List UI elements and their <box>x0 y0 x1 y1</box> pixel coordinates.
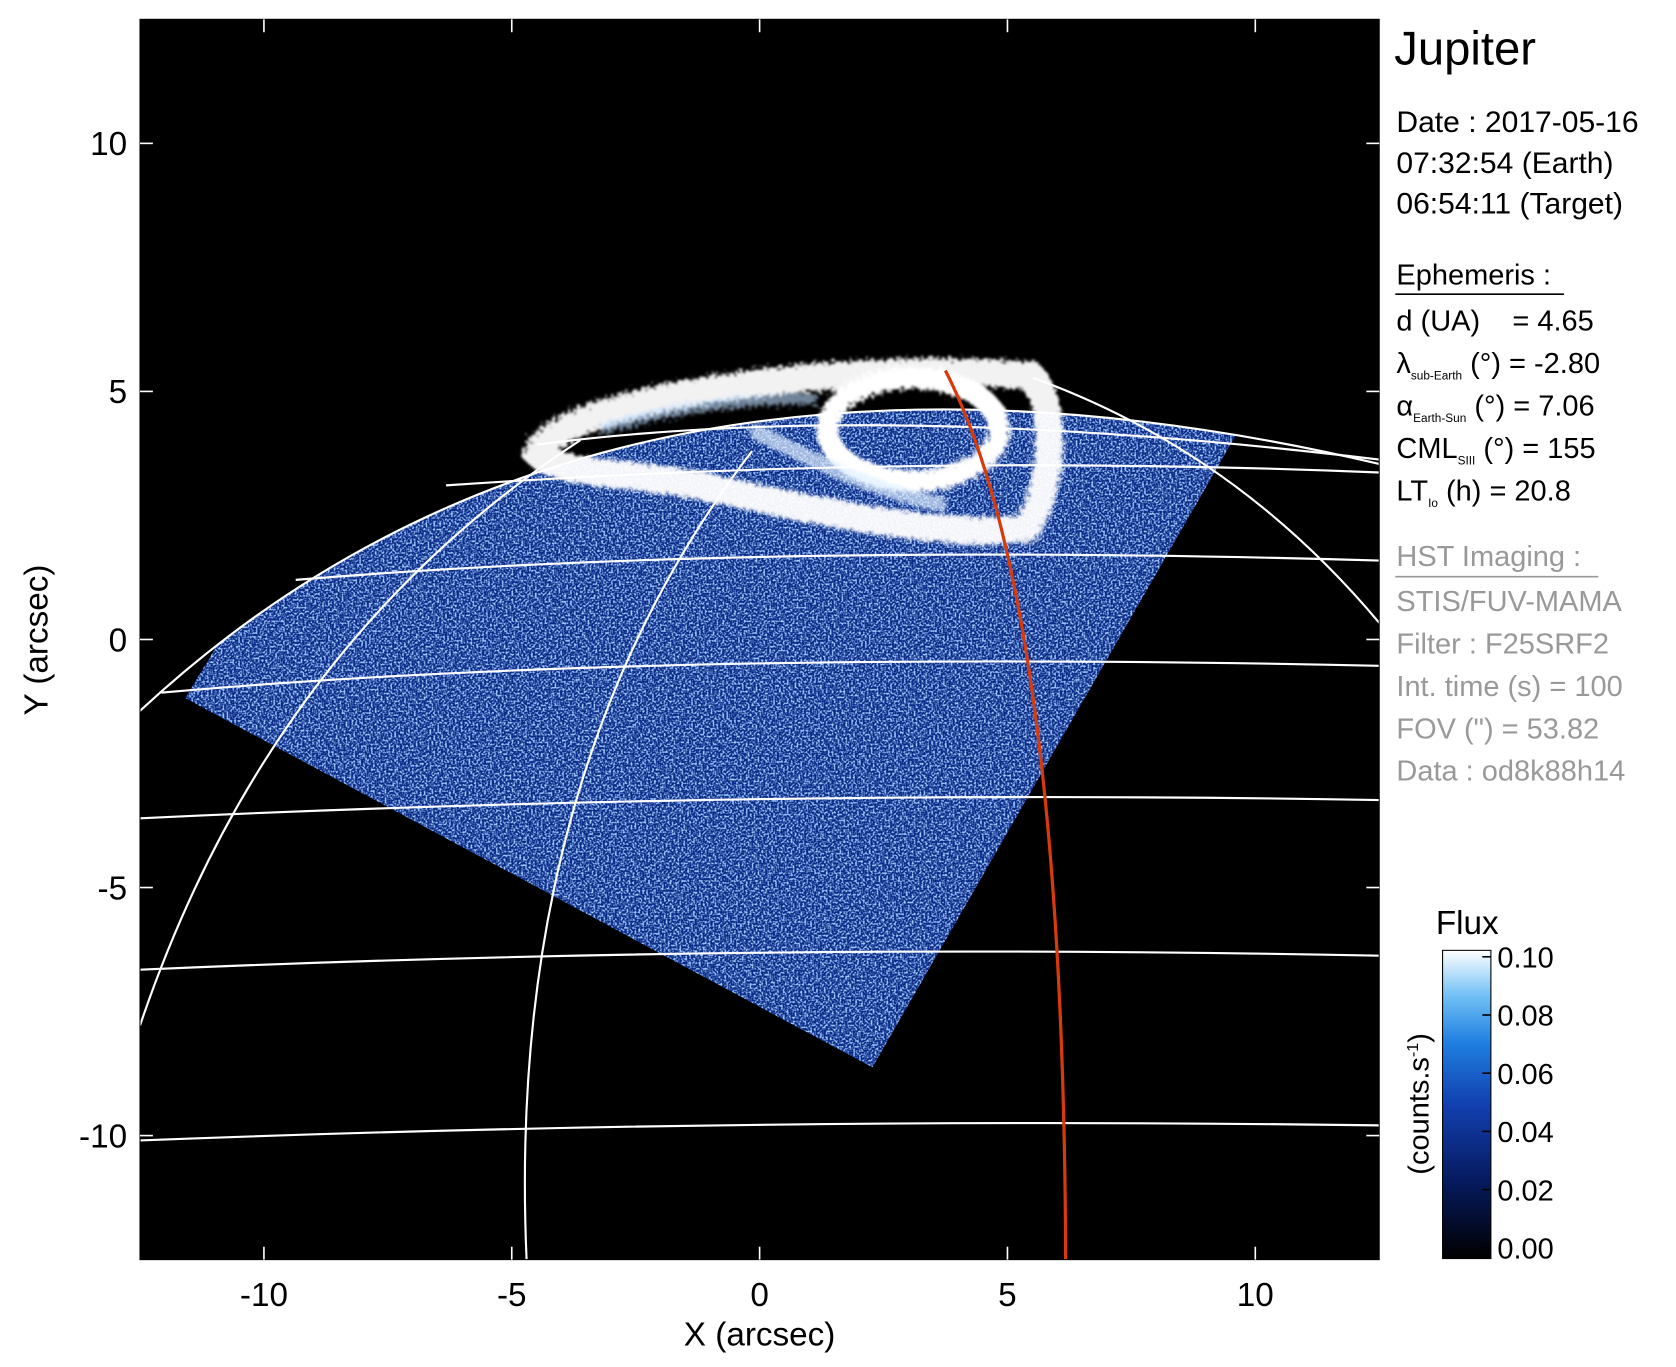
ephemeris-subscript: Earth-Sun <box>1413 411 1466 425</box>
colorbar-tick-label: 0.06 <box>1497 1059 1553 1091</box>
colorbar-label-main: (counts.s <box>1404 1057 1436 1175</box>
x-tick-label: 0 <box>750 1277 769 1314</box>
x-axis-label: X (arcsec) <box>684 1317 836 1354</box>
hst-line: Data : od8k88h14 <box>1396 756 1625 788</box>
hst-line: STIS/FUV-MAMA <box>1396 586 1622 618</box>
ephemeris-symbol: λ <box>1396 348 1411 380</box>
date-line: Date : 2017-05-16 <box>1396 106 1638 139</box>
date-line: 06:54:11 (Target) <box>1396 188 1623 221</box>
x-tick-label: 10 <box>1237 1277 1274 1314</box>
x-tick-label: -10 <box>240 1277 288 1314</box>
x-tick-label: -5 <box>497 1277 527 1314</box>
y-axis-label: Y (arcsec) <box>19 565 56 716</box>
ephemeris-value: (°) = -2.80 <box>1462 348 1600 380</box>
ephemeris-subscript: Io <box>1428 496 1438 510</box>
y-tick-label: -10 <box>79 1118 127 1155</box>
planet-grid <box>140 376 1380 1260</box>
ephemeris-symbol: α <box>1396 391 1413 423</box>
ephemeris-value: (°) = 7.06 <box>1466 391 1594 423</box>
ephemeris-value: (h) = 20.8 <box>1438 475 1571 507</box>
ephemeris-value: d (UA) = 4.65 <box>1396 306 1593 338</box>
colorbar-tick-label: 0.10 <box>1497 943 1553 975</box>
date-line: 07:32:54 (Earth) <box>1396 147 1613 180</box>
ephemeris-symbol: CML <box>1396 433 1457 465</box>
x-tick-label: 5 <box>998 1277 1017 1314</box>
date-block: Date : 2017-05-16 07:32:54 (Earth) 06:54:1… <box>1396 106 1638 221</box>
y-tick-label: 0 <box>109 622 128 659</box>
colorbar-title: Flux <box>1436 905 1499 942</box>
ephemeris-line: LTIo (h) = 20.8 <box>1396 475 1570 509</box>
ephemeris-title: Ephemeris : <box>1396 260 1551 292</box>
colorbar-label-sup: -1 <box>1404 1043 1422 1057</box>
colorbar-tick-label: 0.04 <box>1497 1117 1553 1149</box>
ephemeris-line: CMLSIII (°) = 155 <box>1396 433 1595 467</box>
image-area <box>140 19 1380 1260</box>
aurora <box>520 358 1064 545</box>
ephemeris-block: d (UA) = 4.65 λsub-Earth (°) = -2.80 αEart… <box>1396 306 1600 510</box>
hst-block: STIS/FUV-MAMA Filter : F25SRF2 Int. time (… <box>1396 586 1625 788</box>
ephemeris-line: λsub-Earth (°) = -2.80 <box>1396 348 1600 382</box>
detector-noise <box>185 409 1252 1068</box>
hst-line: Int. time (s) = 100 <box>1396 671 1622 703</box>
colorbar-label-end: ) <box>1404 1033 1436 1043</box>
ephemeris-line: d (UA) = 4.65 <box>1396 306 1593 338</box>
colorbar <box>1442 949 1492 1260</box>
ephemeris-value: (°) = 155 <box>1475 433 1595 465</box>
ephemeris-line: αEarth-Sun (°) = 7.06 <box>1396 391 1594 425</box>
info-title: Jupiter <box>1394 22 1536 75</box>
colorbar-tick-label: 0.08 <box>1497 1001 1553 1033</box>
ephemeris-subscript: SIII <box>1458 453 1476 467</box>
y-tick-label: -5 <box>98 870 128 907</box>
colorbar-tick-label: 0.00 <box>1497 1234 1553 1266</box>
colorbar-label: (counts.s-1) <box>1404 1033 1436 1175</box>
y-tick-label: 10 <box>90 126 127 163</box>
ephemeris-symbol: LT <box>1396 475 1428 507</box>
colorbar-tick-label: 0.02 <box>1497 1175 1553 1207</box>
ephemeris-subscript: sub-Earth <box>1411 369 1462 383</box>
hst-title: HST Imaging : <box>1396 541 1581 573</box>
hst-line: Filter : F25SRF2 <box>1396 628 1609 660</box>
central-meridian <box>943 369 1068 1260</box>
hst-line: FOV (") = 53.82 <box>1396 713 1599 745</box>
y-tick-label: 5 <box>109 374 128 411</box>
